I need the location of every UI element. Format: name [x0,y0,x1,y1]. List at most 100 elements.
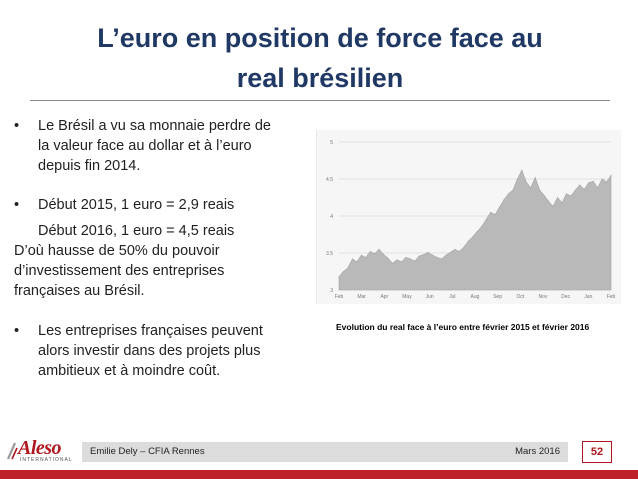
data-point [450,251,451,253]
bullet-marker: • [14,323,20,339]
data-point [561,202,563,204]
bullet-item-3: • Les entreprises françaises peuvent alo… [14,321,304,381]
data-point [378,248,380,250]
series-area [338,169,612,291]
data-point [606,181,607,183]
bullet-3-line-3: ambitieux et à moindre coût. [38,363,221,379]
data-point [494,214,496,215]
page-number: 52 [582,441,612,463]
data-point [436,257,438,258]
chart-svg: 3 3.5 4 4.5 5 Feb Mar Apr May Jun Jul Aug Sep Oct Nov D… [326,140,616,300]
bullet-item-1: • Le Brésil a vu sa monnaie perdre de la… [14,116,304,176]
data-point [490,211,491,213]
data-point [418,255,420,257]
x-tick-label: Mar [357,294,366,300]
bullet-2-follow-line-2: d’investissement des entreprises [14,263,225,279]
data-point [592,180,594,182]
exchange-rate-chart: 3 3.5 4 4.5 5 Feb Mar Apr May Jun Jul Aug Sep Oct Nov D… [316,130,621,304]
bullet-marker: • [14,118,20,134]
data-point [463,246,465,248]
data-point [548,200,549,202]
data-point [588,182,590,184]
bullet-3-line-2: alors investir dans des projets plus [38,343,261,359]
data-point [503,199,505,201]
y-tick-label: 5 [330,140,333,146]
data-point [512,189,514,191]
bullet-1-line-1: Le Brésil a vu sa monnaie perdre de [38,118,271,134]
data-point [574,189,576,191]
data-point [365,257,367,258]
data-point [459,251,460,252]
data-point [499,206,500,208]
data-point [557,197,558,198]
bullet-2-follow-line-1: D’où hausse de 50% du pouvoir [14,243,220,259]
data-point [485,219,487,221]
data-point [360,254,362,256]
y-tick-label: 4 [330,214,333,220]
x-tick-label: Jun [426,294,434,300]
data-point [387,257,389,259]
data-point [534,177,536,178]
data-point [369,251,371,252]
y-tick-label: 3.5 [326,251,333,257]
data-point [445,254,447,256]
data-point [525,181,527,183]
data-point [352,258,353,260]
data-point [472,236,474,238]
company-logo: Aleso INTERNATIONAL [0,432,80,466]
data-point [583,189,585,190]
x-tick-label: Sep [493,294,502,300]
bullet-3-line-1: Les entreprises françaises peuvent [38,323,263,339]
footer-accent-strip [0,470,638,479]
slide-title-line-1: L’euro en position de force face au [97,23,543,53]
title-divider [30,100,610,101]
footer-date: Mars 2016 [515,446,560,457]
data-point [427,251,429,253]
data-point [601,178,603,180]
x-tick-label: Aug [471,294,480,300]
data-point [392,263,393,264]
footer-author: Emilie Dely – CFIA Rennes [90,446,205,457]
x-tick-label: Feb [607,294,616,300]
data-point [432,254,433,256]
data-point [481,226,483,227]
chart-caption: Evolution du real face à l’euro entre fé… [336,322,590,332]
data-point [467,240,469,242]
data-point [405,257,407,258]
slide-title-line-2: real brésilien [236,63,404,93]
x-tick-label: May [402,294,412,300]
bullet-marker: • [14,197,20,213]
data-point [476,231,478,232]
data-point [543,194,545,196]
x-tick-label: Apr [380,294,388,300]
x-tick-label: Feb [335,294,344,300]
data-point [539,189,541,191]
data-point [343,271,344,272]
footer: Aleso INTERNATIONAL Emilie Dely – CFIA R… [0,432,638,479]
data-point [570,195,572,197]
x-tick-label: Jan [584,294,592,300]
data-point [521,169,523,171]
footer-bar: Emilie Dely – CFIA Rennes Mars 2016 [82,442,568,462]
x-tick-label: Oct [516,294,524,300]
x-tick-label: Dec [561,294,570,300]
bullet-2-line-1: Début 2015, 1 euro = 2,9 reais [38,197,235,213]
y-tick-label: 4.5 [326,177,333,183]
data-point [383,254,384,255]
bullet-item-2: • Début 2015, 1 euro = 2,9 reais [14,195,304,215]
data-point [338,276,340,278]
data-point [347,267,349,269]
logo-subtitle: INTERNATIONAL [20,457,73,463]
data-point [454,248,456,250]
data-point [530,187,532,189]
data-point [552,206,554,207]
data-point [610,174,612,176]
data-point [566,193,567,195]
logo-wordmark: Aleso [18,437,62,459]
x-tick-label: Jul [449,294,455,300]
bullet-2-continuation: Début 2016, 1 euro = 4,5 reais [38,223,235,239]
data-point [414,260,416,262]
x-tick-label: Nov [539,294,548,300]
bullet-2-follow-line-3: françaises au Brésil. [14,283,145,299]
bullet-list: • Le Brésil a vu sa monnaie perdre de la… [14,116,304,381]
